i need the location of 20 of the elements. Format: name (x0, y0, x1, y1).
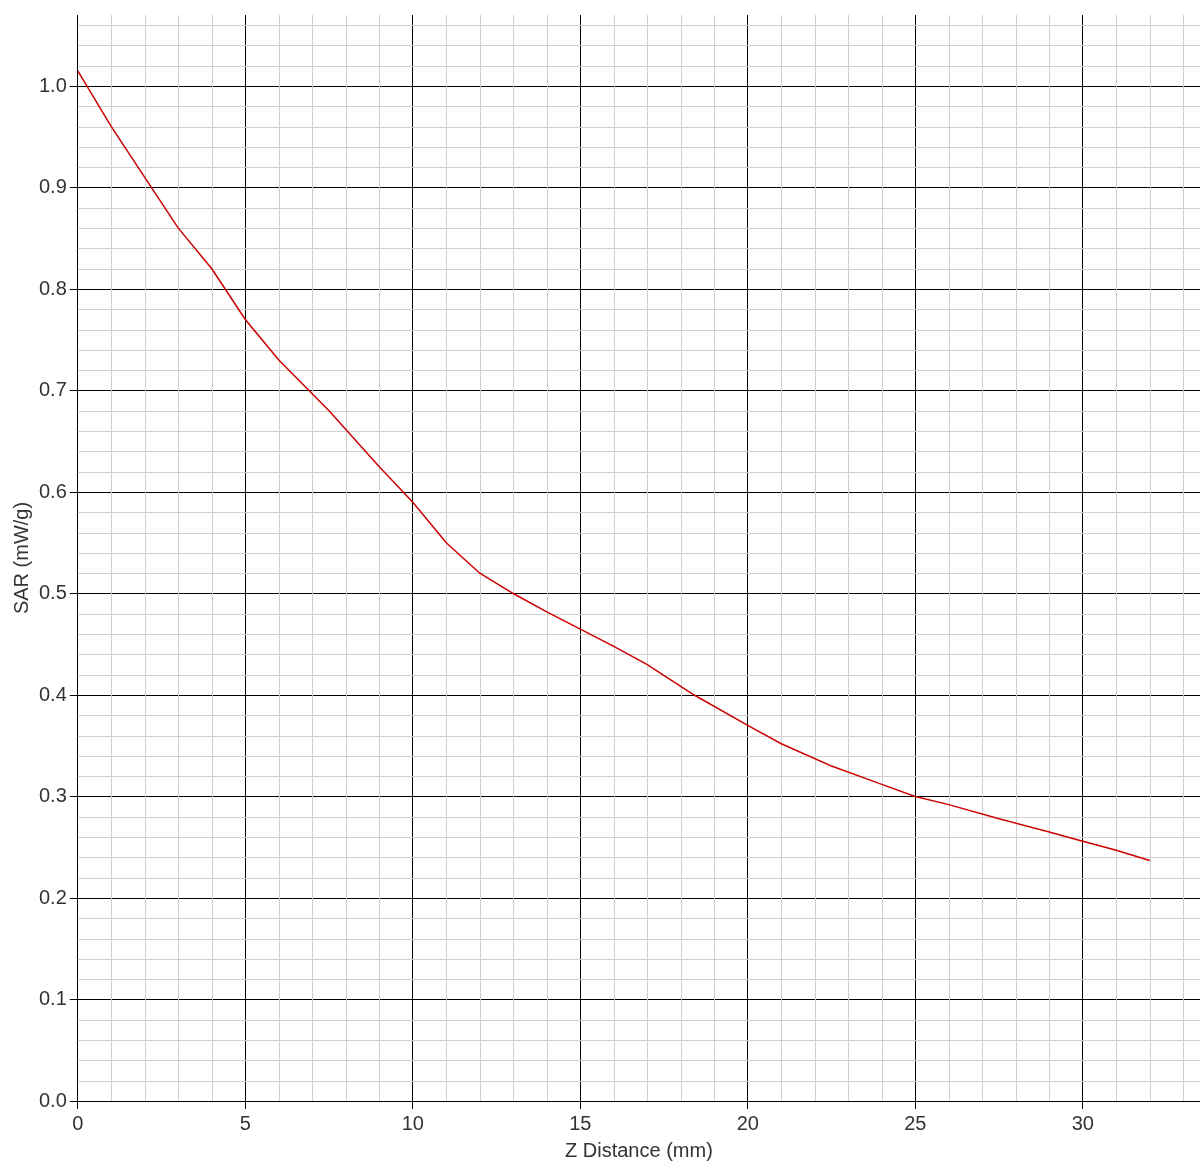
y-tick-label: 0.9 (38, 175, 67, 198)
x-tick-label: 15 (569, 1111, 592, 1134)
y-tick-label: 0.2 (38, 885, 67, 908)
y-tick-label: 0.6 (38, 479, 67, 502)
y-tick-label: 0.0 (38, 1088, 67, 1111)
x-tick-label: 10 (401, 1111, 424, 1134)
y-axis-title: SAR (mW/g) (9, 501, 32, 615)
y-tick-label: 0.8 (38, 276, 67, 299)
x-tick-label: 0 (72, 1111, 84, 1134)
x-tick-label: 25 (904, 1111, 927, 1134)
y-tick-label: 0.4 (38, 682, 67, 705)
y-tick-label: 0.3 (38, 784, 67, 807)
y-tick-label: 0.7 (38, 378, 67, 401)
x-tick-label: 5 (239, 1111, 251, 1134)
x-axis-title: Z Distance (mm) (565, 1138, 713, 1161)
y-tick-label: 0.5 (38, 581, 67, 604)
x-tick-label: 20 (736, 1111, 759, 1134)
y-tick-label: 1.0 (38, 73, 67, 96)
x-tick-label: 30 (1071, 1111, 1094, 1134)
y-tick-label: 0.1 (38, 987, 67, 1010)
